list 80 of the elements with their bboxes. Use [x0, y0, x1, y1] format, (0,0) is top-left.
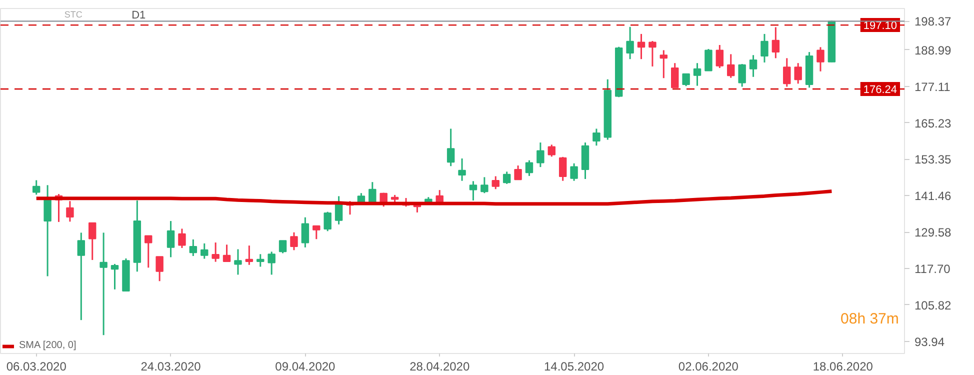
candlestick — [458, 158, 466, 182]
candlestick — [44, 184, 52, 277]
candlestick — [581, 142, 590, 180]
candlestick — [446, 128, 455, 167]
candlestick — [189, 238, 198, 257]
y-tick-label: 165.23 — [914, 116, 952, 130]
x-tick-label: 14.05.2020 — [544, 360, 604, 374]
ref-line-label: 197.10 — [863, 20, 898, 32]
x-tick-label: 28.04.2020 — [410, 360, 470, 374]
candlestick — [212, 242, 220, 263]
y-tick-label: 141.46 — [914, 189, 952, 204]
candlestick — [156, 256, 164, 282]
candlestick — [278, 240, 287, 254]
candlestick — [492, 175, 500, 190]
candlestick — [637, 33, 646, 60]
candlestick — [166, 220, 175, 258]
candlestick — [816, 46, 824, 72]
candlestick — [77, 232, 86, 321]
candlestick — [558, 156, 567, 182]
y-tick-label: 105.82 — [914, 298, 952, 312]
annotation: STC — [64, 9, 83, 20]
candlestick — [704, 48, 712, 72]
candlestick — [290, 232, 298, 251]
candlestick — [525, 160, 534, 177]
candlestick — [66, 200, 74, 222]
candlestick — [480, 176, 488, 194]
candlestick — [738, 63, 746, 88]
candlestick — [682, 73, 690, 87]
candlestick — [749, 54, 758, 78]
line-series — [34, 190, 834, 206]
candlestick — [368, 181, 376, 203]
y-tick-label: 129.58 — [914, 226, 952, 240]
x-tick-label: 02.06.2020 — [678, 360, 739, 374]
candlestick — [178, 228, 186, 249]
candlestick — [502, 170, 511, 185]
x-tick-label: 24.03.2020 — [140, 360, 202, 374]
candlestick — [256, 253, 264, 268]
y-tick-label: 93.94 — [914, 334, 945, 349]
annotation: 08h 37m — [840, 310, 899, 328]
candlestick — [222, 244, 231, 263]
candlestick — [324, 211, 332, 232]
candlestick — [88, 222, 96, 261]
candlestick — [301, 216, 310, 248]
candlestick — [794, 62, 802, 84]
candlestick — [144, 234, 152, 268]
y-tick-label: 153.35 — [914, 152, 952, 167]
candlestick — [660, 49, 668, 79]
y-tick-label: 188.99 — [914, 43, 952, 58]
candlestick — [536, 142, 544, 168]
candlestick — [727, 53, 735, 79]
candlestick — [570, 162, 578, 182]
candlestick — [648, 40, 656, 68]
candlestick — [693, 62, 702, 87]
candlestick — [671, 62, 679, 88]
y-tick-label: 177.11 — [914, 80, 951, 94]
candlestick — [716, 44, 724, 69]
candlestick — [32, 179, 40, 196]
x-tick-label: 09.04.2020 — [275, 360, 336, 374]
ref-line-label: 176.24 — [863, 84, 898, 96]
x-tick-label: 18.06.2020 — [812, 360, 874, 374]
candlestick — [626, 26, 634, 60]
annotation: D1 — [132, 9, 146, 22]
candlestick — [548, 144, 556, 158]
candlestick — [268, 250, 276, 276]
candlestick — [200, 242, 208, 260]
y-tick-label: 117.70 — [914, 262, 951, 276]
legend-label: SMA [200, 0] — [19, 340, 76, 351]
candlestick — [312, 225, 320, 240]
candlestick — [514, 164, 522, 180]
x-tick-label: 06.03.2020 — [6, 360, 67, 374]
candlestick — [110, 263, 119, 290]
ref-line-label: 198.37 — [914, 14, 952, 29]
candlestick — [234, 248, 242, 276]
candlestick — [100, 232, 108, 336]
candlestick — [772, 26, 780, 59]
candlestick — [469, 180, 478, 202]
candlestick — [592, 128, 600, 146]
candlestick — [245, 244, 254, 266]
candlestick — [783, 57, 791, 88]
candlestick — [760, 33, 768, 64]
